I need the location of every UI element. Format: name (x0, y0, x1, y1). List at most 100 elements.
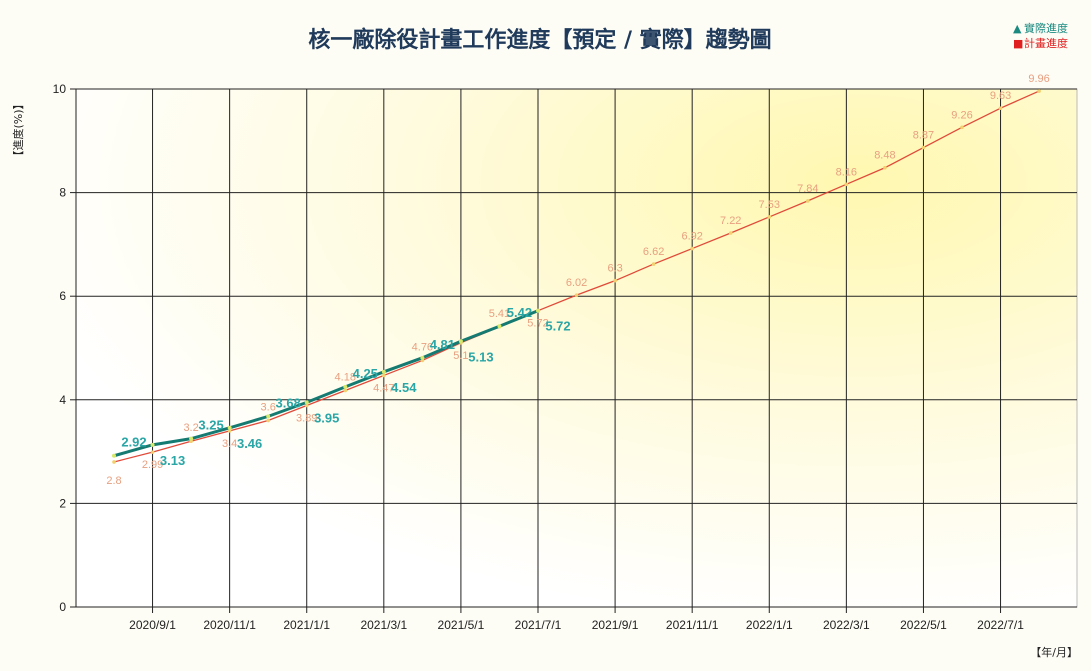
plan-data-label: 7.53 (759, 199, 780, 211)
x-tick-label: 2021/1/1 (283, 618, 330, 632)
plan-point (921, 145, 926, 150)
x-axis-label: 【年/月】 (1030, 645, 1078, 659)
actual-point (227, 425, 232, 430)
actual-data-label: 3.68 (276, 395, 301, 410)
plan-point (266, 418, 270, 423)
actual-point (420, 355, 425, 360)
plan-point (112, 460, 116, 464)
actual-point (304, 400, 309, 405)
x-tick-label: 2021/3/1 (360, 618, 407, 632)
plan-data-label: 7.22 (720, 215, 741, 227)
plan-data-label: 6.92 (681, 231, 702, 243)
actual-point (458, 339, 463, 344)
plan-data-label: 4.47 (373, 382, 394, 394)
x-tick-label: 2020/9/1 (129, 618, 176, 632)
plan-point (806, 199, 810, 203)
x-tick-label: 2021/5/1 (438, 618, 485, 632)
plan-data-label: 7.84 (797, 183, 818, 195)
x-tick-label: 2020/11/1 (203, 618, 256, 632)
plan-point (343, 388, 348, 393)
y-axis-label: 【進度(%)】 (11, 98, 25, 161)
actual-data-label: 5.42 (507, 305, 532, 320)
x-tick-label: 2021/11/1 (666, 618, 719, 632)
actual-data-label: 3.25 (198, 418, 223, 433)
grid-layer (76, 88, 1077, 607)
legend-item-label: 實際進度 (1024, 21, 1068, 35)
plan-point (690, 246, 694, 251)
actual-data-label: 5.13 (468, 349, 493, 364)
plan-data-label: 8.87 (913, 130, 934, 142)
x-tick-label: 2021/9/1 (592, 618, 639, 632)
plan-data-label: 9.96 (1028, 73, 1049, 85)
y-tick-label: 10 (53, 82, 67, 96)
y-tick-label: 4 (59, 393, 66, 407)
y-tick-label: 8 (59, 186, 66, 200)
plan-data-label: 5.72 (527, 318, 548, 330)
actual-point (150, 442, 155, 447)
actual-data-label: 3.95 (314, 410, 339, 425)
plan-data-label: 5.1 (453, 350, 468, 362)
actual-data-label: 3.13 (160, 453, 185, 468)
actual-point (536, 308, 540, 313)
plan-point (613, 278, 617, 283)
x-tick-label: 2022/1/1 (746, 618, 793, 632)
plan-point (227, 429, 232, 433)
plan-point (960, 125, 964, 130)
plan-data-label: 2.8 (106, 475, 121, 487)
actual-series-line (113, 309, 539, 458)
plan-data-label: 3.4 (222, 438, 237, 450)
actual-data-label: 4.25 (353, 366, 378, 381)
plan-data-label: 6.3 (607, 263, 622, 275)
y-tick-label: 6 (59, 289, 66, 303)
plan-point (150, 450, 155, 454)
series-layer (112, 89, 1041, 464)
actual-data-label: 4.54 (391, 380, 417, 395)
y-tick-label: 0 (59, 600, 66, 614)
legend-marker-icon: ▲ (1013, 22, 1022, 35)
plan-point (998, 106, 1003, 110)
plan-point (1037, 89, 1041, 93)
plan-data-label: 3.6 (261, 402, 276, 414)
actual-point (266, 414, 271, 419)
x-tick-label: 2021/7/1 (515, 618, 562, 632)
chart-title: 核一廠除役計畫工作進度【預定 / 實際】趨勢圖 (308, 27, 771, 53)
axis-layer: 0 2 4 6 8 10 2020/9/1 2020/11/1 2021/1/1 2021/3/1… (53, 82, 1077, 632)
x-tick-label: 2022/7/1 (977, 618, 1024, 632)
actual-data-label: 2.92 (121, 435, 146, 450)
y-tick-label: 2 (59, 496, 66, 510)
plot-area (75, 88, 1078, 608)
actual-data-label: 5.72 (545, 319, 570, 334)
actual-point (497, 324, 502, 329)
legend-item-label: 計畫進度 (1024, 36, 1068, 50)
actual-data-label: 3.46 (237, 436, 262, 451)
plan-data-label: 9.26 (951, 109, 972, 121)
plan-data-label: 8.48 (874, 150, 895, 162)
actual-point (189, 436, 194, 441)
legend: ▲ 實際進度■ 計畫進度 (1013, 21, 1068, 50)
actual-point (112, 453, 116, 458)
plan-point (844, 182, 849, 187)
plan-point (304, 403, 309, 408)
plan-data-label: 8.16 (836, 166, 857, 178)
plan-data-label: 3.89 (296, 412, 317, 424)
plan-point (382, 373, 386, 378)
x-tick-label: 2022/5/1 (900, 618, 947, 632)
plan-data-label: 4.18 (335, 371, 356, 383)
plan-data-label: 6.02 (566, 277, 587, 289)
actual-point (381, 369, 386, 374)
label-layer: 2.82.993.23.43.63.894.184.474.765.15.415… (106, 73, 1049, 487)
legend-marker-icon: ■ (1013, 37, 1023, 50)
plan-data-label: 5.41 (489, 308, 510, 320)
actual-data-label: 4.81 (430, 337, 455, 352)
plan-point (728, 231, 733, 235)
plan-data-label: 2.99 (142, 459, 163, 471)
plan-point (651, 262, 656, 266)
plan-data-label: 6.62 (643, 246, 664, 258)
x-tick-label: 2022/3/1 (823, 618, 870, 632)
plan-data-label: 9.63 (990, 90, 1011, 102)
plan-point (883, 165, 887, 170)
plan-point (767, 215, 772, 219)
plan-data-label: 4.76 (412, 341, 433, 353)
